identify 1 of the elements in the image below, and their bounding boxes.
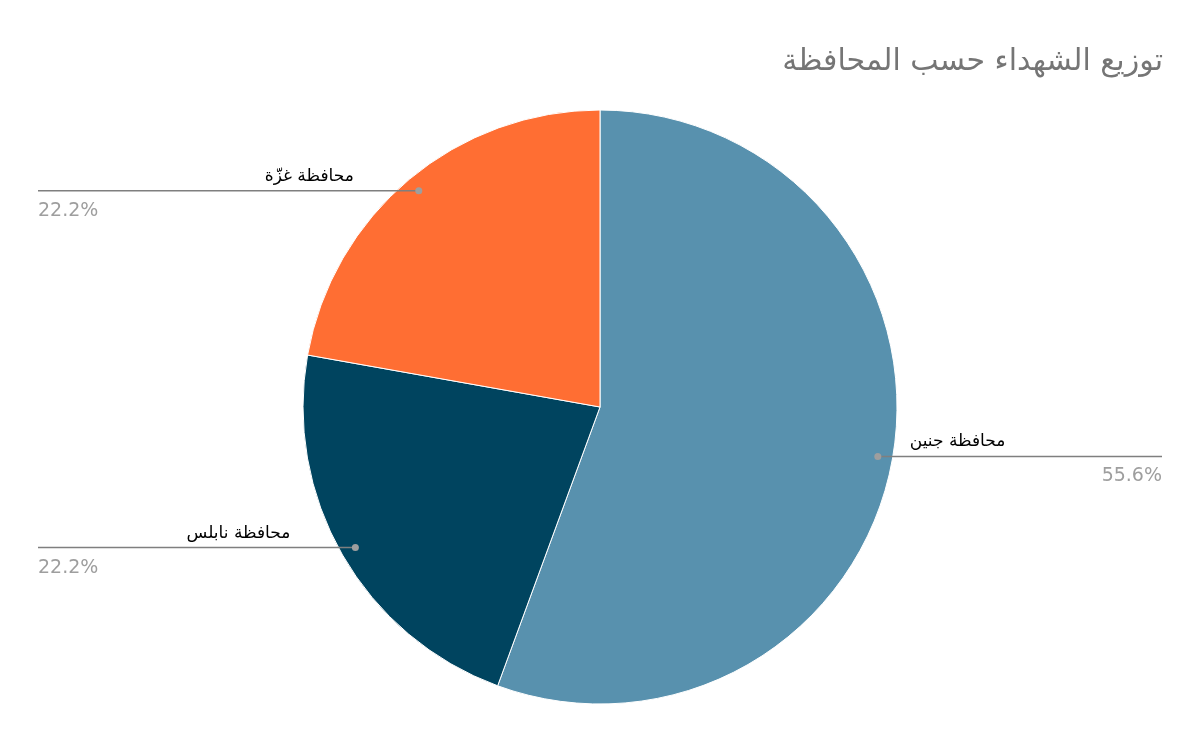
title: توزيع الشهداء حسب المحافظة (782, 42, 1163, 77)
